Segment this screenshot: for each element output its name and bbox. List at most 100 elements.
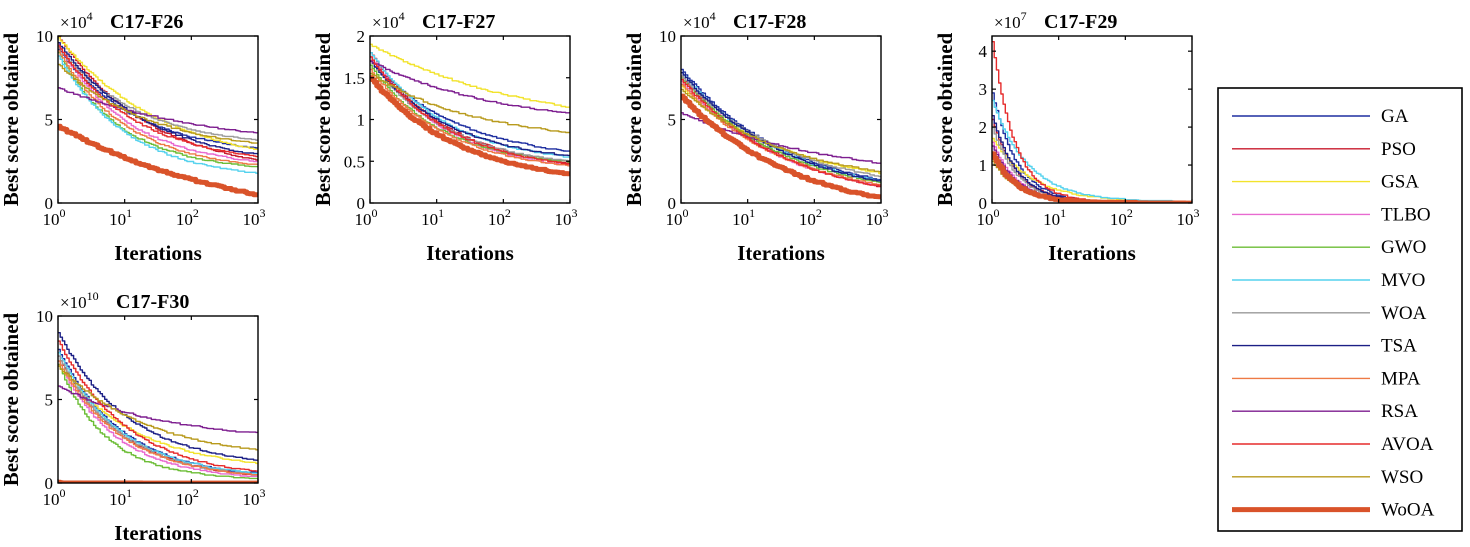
series-mpa	[370, 68, 570, 167]
panel-c17-f28: 0 5 10 100 101 102 103 ×104 C17-F28 Iterations Bes…	[622, 9, 889, 265]
legend-box	[1217, 87, 1463, 532]
chart-title: C17-F27	[422, 11, 495, 33]
y-axis-label: Best score obtained	[311, 32, 335, 206]
x-tick-label: 101	[732, 206, 755, 229]
series-wooa	[58, 123, 258, 198]
series-tlbo	[681, 80, 881, 187]
y-axis-label: Best score obtained	[0, 312, 23, 486]
x-tick-label: 103	[866, 206, 889, 229]
legend-entry-woa: WOA	[1232, 303, 1427, 324]
series-wooa	[370, 75, 570, 177]
series-wso	[370, 72, 570, 134]
series-mvo	[58, 352, 258, 474]
legend-label: RSA	[1381, 401, 1418, 422]
legend-label: TLBO	[1381, 204, 1431, 225]
y-tick-label: 0	[357, 194, 366, 213]
series-pso	[58, 355, 258, 476]
series-avoa	[370, 56, 570, 165]
panel-c17-f29: 0 1 2 3 4 100 101 102 103 ×107 C17-F29 Iterations Be…	[933, 9, 1200, 265]
y-axis-label: Best score obtained	[933, 32, 957, 206]
axes-box	[991, 35, 1193, 204]
series-gwo	[58, 363, 258, 480]
y-tick-label: 0	[668, 194, 677, 213]
legend-entry-rsa: RSA	[1232, 401, 1418, 422]
chart-title: C17-F30	[116, 291, 189, 313]
series-avoa	[681, 78, 881, 187]
series-wooa	[992, 151, 1192, 203]
legend-entry-gwo: GWO	[1232, 237, 1426, 258]
legend-label: GA	[1381, 106, 1409, 127]
y-tick-label: 0	[45, 474, 54, 493]
series-wso	[681, 88, 881, 173]
legend-label: WSO	[1381, 467, 1423, 488]
x-tick-label: 103	[243, 486, 266, 509]
series-woa	[992, 126, 1192, 203]
x-tick-label: 100	[666, 206, 689, 229]
x-axis-label: Iterations	[1048, 241, 1136, 265]
y-tick-label: 0	[979, 194, 988, 213]
y-multiplier: ×104	[683, 9, 716, 32]
series-group	[370, 43, 570, 177]
series-woa	[58, 355, 258, 476]
legend-entry-tsa: TSA	[1232, 336, 1417, 357]
x-tick-label: 102	[1110, 206, 1133, 229]
x-tick-label: 101	[421, 206, 444, 229]
legend: GA PSO GSA TLBO GWO MVO WOA TSA MPA RSA AVOA WSO WoO…	[1217, 87, 1463, 532]
series-tsa	[58, 42, 258, 155]
series-mpa	[58, 50, 258, 165]
x-tick-label: 103	[243, 206, 266, 229]
y-tick-label: 3	[979, 80, 988, 99]
x-tick-label: 103	[1177, 206, 1200, 229]
series-avoa	[58, 340, 258, 472]
x-tick-label: 101	[1043, 206, 1066, 229]
y-multiplier: ×104	[372, 9, 405, 32]
legend-entry-tlbo: TLBO	[1232, 204, 1431, 225]
panel-c17-f30: 0 5 10 100 101 102 103 ×1010 C17-F30 Iterations Be…	[0, 289, 266, 545]
series-rsa	[370, 60, 570, 114]
chart-title: C17-F26	[110, 11, 183, 33]
series-group	[58, 36, 258, 198]
y-axis-label: Best score obtained	[0, 32, 23, 206]
y-tick-label: 5	[668, 111, 677, 130]
y-tick-label: 5	[45, 391, 54, 410]
chart-title: C17-F28	[733, 11, 806, 33]
series-tlbo	[58, 360, 258, 477]
series-tsa	[58, 332, 258, 461]
legend-label: MPA	[1381, 368, 1421, 389]
y-tick-label: 0	[45, 194, 54, 213]
y-tick-label: 10	[659, 27, 676, 46]
legend-label: GSA	[1381, 172, 1419, 193]
x-tick-label: 100	[355, 206, 378, 229]
series-rsa	[58, 385, 258, 434]
y-tick-label: 10	[36, 27, 53, 46]
y-tick-label: 4	[979, 42, 988, 61]
legend-entry-wooa: WoOA	[1232, 500, 1435, 521]
legend-entry-ga: GA	[1232, 106, 1409, 127]
y-tick-label: 0.5	[344, 152, 365, 171]
y-axis-label: Best score obtained	[622, 32, 646, 206]
legend-entry-mpa: MPA	[1232, 368, 1421, 389]
x-axis-label: Iterations	[426, 241, 514, 265]
y-tick-label: 1.5	[344, 69, 365, 88]
legend-label: WOA	[1381, 303, 1427, 324]
x-tick-label: 100	[43, 486, 66, 509]
series-rsa	[58, 87, 258, 134]
x-tick-label: 101	[109, 486, 132, 509]
x-tick-label: 102	[176, 486, 199, 509]
legend-label: MVO	[1381, 270, 1425, 291]
series-gsa	[992, 137, 1192, 203]
series-mvo	[58, 55, 258, 174]
legend-label: WoOA	[1381, 500, 1435, 521]
x-tick-label: 101	[109, 206, 132, 229]
y-tick-label: 1	[357, 111, 366, 130]
series-tlbo	[58, 43, 258, 163]
legend-label: PSO	[1381, 139, 1416, 160]
legend-label: TSA	[1381, 336, 1417, 357]
y-multiplier: ×1010	[60, 289, 99, 312]
series-group	[992, 41, 1192, 203]
series-rsa	[992, 145, 1192, 203]
legend-entry-pso: PSO	[1232, 139, 1416, 160]
x-tick-label: 100	[977, 206, 1000, 229]
series-wso	[58, 365, 258, 451]
